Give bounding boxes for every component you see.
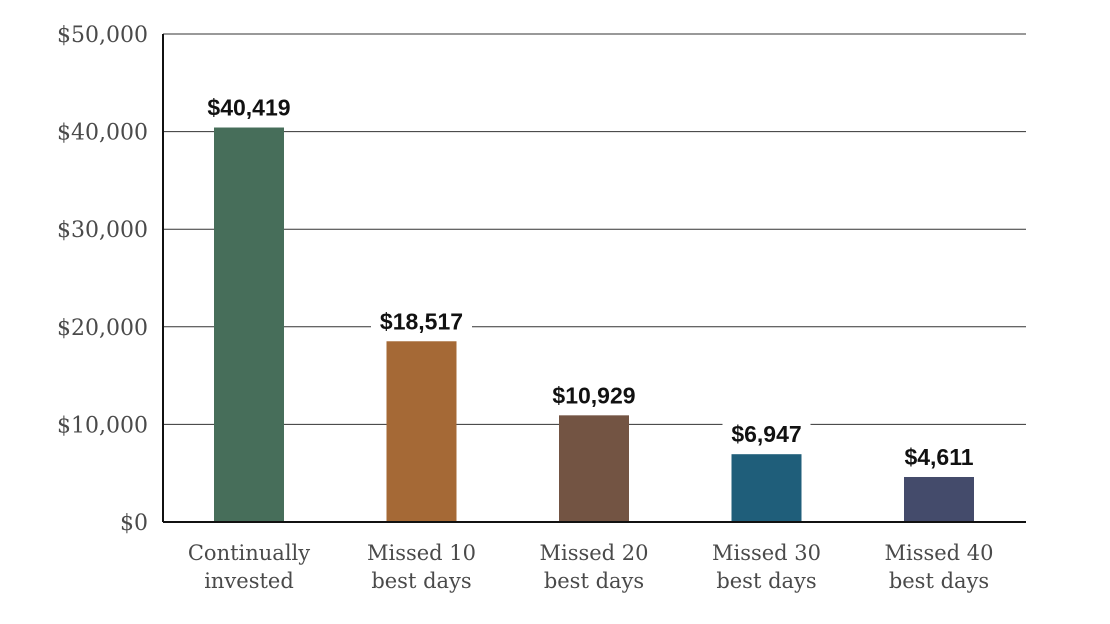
bar-3 [731, 454, 802, 522]
x-tick-label: invested [204, 569, 294, 593]
data-label-background [371, 305, 472, 336]
x-tick-label: best days [371, 569, 471, 593]
x-tick-label: Missed 40 [884, 541, 993, 565]
bar-1 [386, 341, 457, 522]
bar-4 [904, 476, 974, 522]
data-label: $40,419 [207, 95, 290, 121]
y-tick-label: $30,000 [57, 218, 148, 243]
data-label-background [543, 379, 645, 410]
data-label-background [895, 440, 983, 471]
data-label: $6,947 [731, 421, 801, 447]
data-label: $18,517 [380, 308, 463, 334]
data-label-background [722, 418, 811, 449]
data-label: $4,611 [904, 444, 973, 470]
x-tick-label: Missed 30 [712, 541, 821, 565]
y-tick-label: $20,000 [57, 316, 148, 341]
data-label: $10,929 [552, 382, 635, 408]
bar-0 [214, 127, 284, 522]
gridlines [163, 33, 1026, 425]
y-tick-label: $0 [120, 511, 148, 536]
y-tick-label: $10,000 [57, 413, 148, 438]
x-tick-label: Missed 10 [367, 541, 476, 565]
axes [162, 34, 1026, 523]
data-label-background [198, 91, 300, 122]
x-tick-label: Continually [188, 541, 310, 565]
y-axis-tick-labels: $0 $10,000 $20,000 $30,000 $40,000 $50,000 [57, 23, 148, 536]
x-tick-label: best days [544, 569, 644, 593]
bar-2 [559, 415, 629, 522]
bars [214, 127, 974, 522]
y-tick-label: $40,000 [57, 121, 148, 146]
data-labels: $40,419 $18,517 $10,929 $6,947 $4,611 [198, 91, 983, 471]
y-tick-label: $50,000 [57, 23, 148, 48]
x-tick-label: best days [889, 569, 989, 593]
x-tick-label: Missed 20 [539, 541, 648, 565]
x-tick-label: best days [716, 569, 816, 593]
x-axis-tick-labels: Continually invested Missed 10 best days Mis… [188, 541, 994, 593]
